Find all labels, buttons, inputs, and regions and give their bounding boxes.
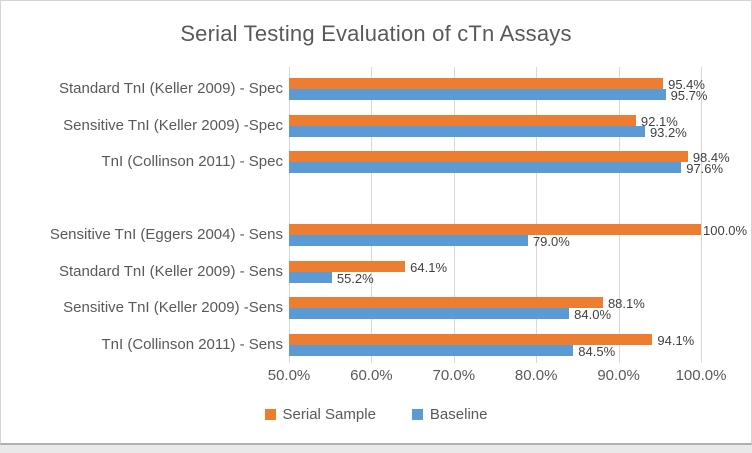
legend-swatch-baseline [411,409,423,420]
data-label-baseline: 84.0% [574,307,612,323]
data-label-baseline: 95.7% [670,88,708,104]
x-axis-tick-label: 100.0% [675,367,727,384]
x-axis-tick-label: 60.0% [350,367,393,384]
legend-label: Serial Sample [282,406,376,423]
category-label: Sensitive TnI (Eggers 2004) - Sens [49,226,283,244]
legend-swatch-serial-sample [264,409,276,420]
x-axis-tick-label: 50.0% [267,367,311,384]
legend-item-baseline: Baseline [411,406,488,423]
gridline [453,67,455,363]
data-label-serial-sample: 92.1% [640,113,678,129]
bar-serial-sample [289,151,688,163]
gridline [371,67,373,363]
bar-baseline [289,89,666,101]
data-label-serial-sample: 88.1% [607,296,645,312]
category-label: TnI (Collinson 2011) - Sens [101,335,283,353]
data-label-baseline: 79.0% [532,234,570,250]
bar-serial-sample [289,78,664,90]
bar-baseline [289,308,570,320]
legend-label: Baseline [429,406,488,423]
gridline [701,67,702,363]
bar-baseline [289,344,574,356]
data-label-serial-sample: 64.1% [410,259,448,275]
x-axis-tick-label: 70.0% [432,367,476,384]
x-axis-tick-label: 90.0% [597,367,640,384]
data-label-baseline: 84.5% [578,343,616,359]
data-label-baseline: 55.2% [336,270,374,286]
data-label-serial-sample: 98.4% [692,150,730,166]
bar-baseline [289,235,528,247]
bar-serial-sample [289,260,406,272]
x-axis-tick-label: 80.0% [514,367,558,384]
category-label: Sensitive TnI (Keller 2009) -Sens [63,299,283,317]
category-label: Standard TnI (Keller 2009) - Sens [58,262,283,280]
category-label: Standard TnI (Keller 2009) - Spec [58,80,283,98]
gridline [536,67,538,363]
legend-item-serial-sample: Serial Sample [264,406,376,423]
data-label-serial-sample: 95.4% [668,77,705,93]
chart-title: Serial Testing Evaluation of cTn Assays [180,21,572,46]
data-label-baseline: 97.6% [686,161,724,177]
bar-serial-sample [289,224,701,236]
plot-area: 50.0% 60.0% 70.0% 80.0% 90.0% 100.0% Standard … [1,1,751,401]
bar-serial-sample [289,297,603,309]
data-label-serial-sample: 100.0% [703,223,748,239]
legend: Serial Sample Baseline [1,406,751,423]
gridline [618,67,620,363]
data-label-serial-sample: 94.1% [657,332,695,348]
bar-baseline [289,125,645,137]
bar-serial-sample [289,114,636,126]
data-label-baseline: 93.2% [649,124,687,140]
bar-baseline [289,162,682,174]
category-label: Sensitive TnI (Keller 2009) -Spec [63,116,283,134]
category-label: TnI (Collinson 2011) - Spec [101,153,283,171]
bar-serial-sample [289,333,653,345]
gridline [289,67,290,363]
bar-baseline [289,271,332,283]
